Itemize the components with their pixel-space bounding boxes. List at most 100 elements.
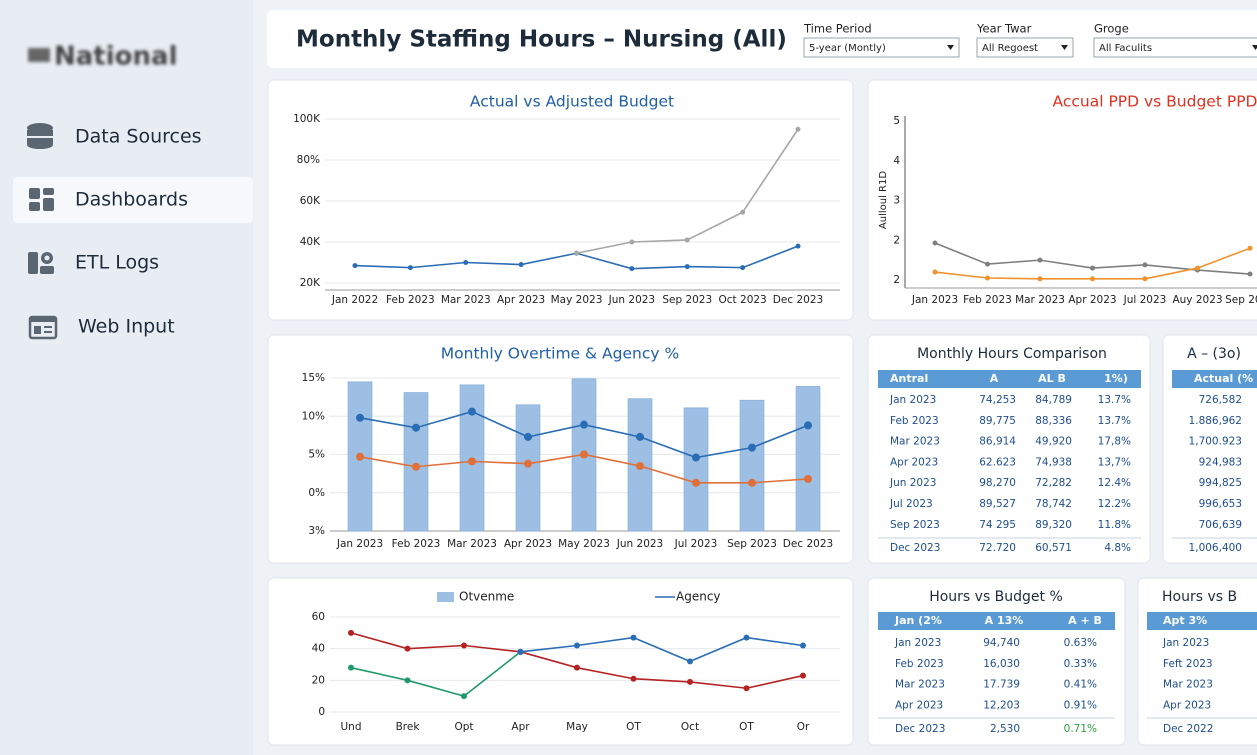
table-header-bg bbox=[878, 612, 1115, 630]
legend-swatch bbox=[437, 592, 454, 602]
data-point bbox=[574, 642, 580, 649]
filter-value: All Faculits bbox=[1099, 43, 1152, 54]
x-tick-label: Feb 2023 bbox=[386, 294, 435, 306]
x-tick-label: Auy 2023 bbox=[1172, 294, 1222, 306]
data-point bbox=[692, 478, 700, 487]
y-tick-label: 2 bbox=[893, 274, 900, 286]
data-point bbox=[743, 685, 750, 692]
nav-item[interactable]: Web Input bbox=[78, 316, 175, 338]
y-tick-label: 3% bbox=[308, 525, 325, 537]
filter-select[interactable] bbox=[1093, 37, 1257, 58]
data-point bbox=[804, 421, 812, 430]
data-point bbox=[748, 478, 756, 487]
data-point bbox=[800, 672, 806, 679]
x-tick-label: Und bbox=[340, 721, 361, 733]
table-cell: 17,8% bbox=[1098, 436, 1131, 448]
table-cell: 72.720 bbox=[979, 542, 1016, 554]
table-cell: 994,825 bbox=[1199, 477, 1242, 489]
table-header-bg bbox=[1172, 370, 1257, 388]
table-cell: 78,742 bbox=[1035, 498, 1072, 510]
table-cell: 924,983 bbox=[1199, 456, 1242, 468]
table-cell: 72,282 bbox=[1035, 477, 1072, 489]
x-tick-label: Sep 2023 bbox=[727, 538, 777, 550]
data-point bbox=[740, 265, 746, 271]
x-tick-label: Apr 2023 bbox=[504, 538, 552, 550]
data-point bbox=[356, 452, 364, 461]
x-tick-label: Feb 2023 bbox=[392, 538, 441, 550]
table-cell: 1,006,400 bbox=[1189, 542, 1242, 554]
x-tick-label: Mar 2023 bbox=[441, 294, 491, 306]
filter-value: All Regoest bbox=[982, 43, 1038, 54]
table-card bbox=[1162, 334, 1257, 564]
table-cell: 16,030 bbox=[983, 658, 1020, 670]
data-point bbox=[517, 648, 524, 655]
data-point bbox=[630, 675, 637, 682]
icon-etl-logs bbox=[28, 252, 54, 274]
data-point bbox=[352, 263, 358, 269]
filter-select[interactable] bbox=[803, 37, 960, 58]
data-point bbox=[800, 642, 806, 649]
x-tick-label: Brek bbox=[396, 721, 421, 733]
table-cell: 0.91% bbox=[1064, 699, 1097, 711]
table-header-cell: Apt 3% bbox=[1163, 614, 1207, 627]
data-point bbox=[1037, 257, 1043, 263]
nav-item[interactable]: Data Sources bbox=[75, 126, 202, 148]
table-cell: 89,775 bbox=[979, 415, 1016, 427]
table-cell: 60,571 bbox=[1035, 542, 1072, 554]
data-point bbox=[1195, 265, 1200, 271]
table-header-cell: Jan (2% bbox=[894, 614, 942, 627]
filter-value: 5-year (Montly) bbox=[809, 43, 886, 54]
data-point bbox=[518, 262, 524, 268]
bar bbox=[683, 407, 709, 532]
data-point bbox=[1247, 245, 1253, 251]
bar bbox=[515, 404, 541, 532]
table-cell: Apr 2023 bbox=[890, 456, 938, 468]
series-line bbox=[520, 636, 804, 663]
nav-item[interactable]: ETL Logs bbox=[75, 252, 159, 274]
dropdown-arrow bbox=[1061, 45, 1068, 50]
data-point bbox=[407, 265, 413, 271]
table-cell: Apr 2023 bbox=[1163, 699, 1211, 711]
x-tick-label: Jan 2023 bbox=[911, 294, 958, 306]
data-point bbox=[684, 264, 690, 270]
y-tick-label: 0 bbox=[318, 706, 325, 718]
y-tick-label: 60 bbox=[312, 611, 325, 623]
table-cell: 13.7% bbox=[1098, 415, 1131, 427]
data-point bbox=[404, 677, 411, 684]
bar bbox=[795, 386, 821, 532]
data-point bbox=[687, 658, 693, 665]
table-title: Monthly Hours Comparison bbox=[917, 346, 1107, 362]
table-cell: Dec 2022 bbox=[1163, 723, 1213, 735]
table-cell: Feft 2023 bbox=[1163, 658, 1213, 670]
data-point bbox=[412, 423, 420, 432]
table-header-bg bbox=[878, 370, 1141, 388]
x-tick-label: Oct bbox=[681, 721, 699, 733]
data-point bbox=[461, 693, 467, 700]
table-cell: 0.41% bbox=[1064, 679, 1097, 691]
y-tick-label: 3 bbox=[893, 195, 900, 207]
y-tick-label: 10% bbox=[302, 410, 325, 422]
x-tick-label: Jan 2023 bbox=[336, 538, 383, 550]
table-cell: 74,253 bbox=[979, 394, 1016, 406]
table-cell: 62.623 bbox=[979, 456, 1016, 468]
table-cell: 4.8% bbox=[1104, 542, 1131, 554]
table-header-cell: 1%) bbox=[1104, 372, 1128, 385]
data-point bbox=[412, 462, 420, 471]
data-point bbox=[629, 239, 635, 245]
filter-select[interactable] bbox=[976, 37, 1074, 58]
y-tick-label: 0% bbox=[308, 487, 325, 499]
nav-item[interactable]: Dashboards bbox=[75, 189, 188, 211]
data-point bbox=[684, 237, 690, 243]
table-cell: 12.2% bbox=[1098, 498, 1131, 510]
dropdown-arrow bbox=[947, 45, 954, 50]
x-tick-label: Dec 2023 bbox=[783, 538, 833, 550]
data-point bbox=[574, 664, 580, 671]
data-point bbox=[636, 461, 644, 470]
table-title: A – (3o) bbox=[1187, 346, 1241, 362]
y-tick-label: 60K bbox=[300, 195, 321, 207]
icon-dashboards bbox=[29, 188, 54, 211]
x-tick-label: OT bbox=[739, 721, 754, 733]
table-cell: 12,203 bbox=[983, 699, 1020, 711]
table-cell: 996,653 bbox=[1199, 498, 1242, 510]
x-tick-label: Sep 2023 bbox=[1225, 294, 1257, 306]
